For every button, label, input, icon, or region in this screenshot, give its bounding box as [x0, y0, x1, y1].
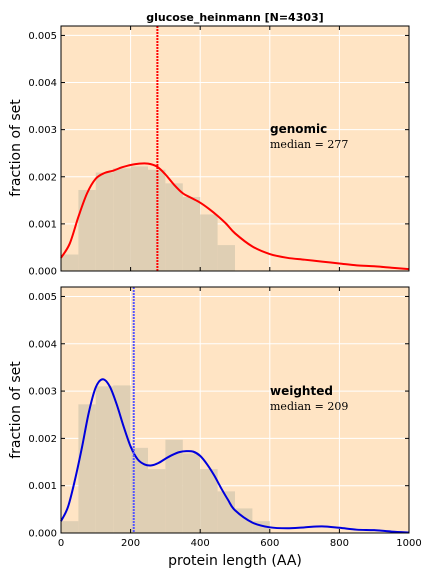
y-tick-label: 0.001 — [28, 481, 57, 492]
histogram-bar — [95, 172, 114, 271]
y-tick-label: 0.001 — [28, 219, 57, 230]
y-tick-label: 0.002 — [28, 434, 57, 445]
histogram-bar — [61, 521, 79, 533]
y-tick-label: 0.005 — [28, 292, 57, 303]
y-tick-label: 0.000 — [28, 267, 57, 278]
histogram-bar — [130, 166, 148, 271]
x-tick-label: 800 — [330, 538, 349, 549]
y-tick-label: 0.003 — [28, 125, 57, 136]
y-tick-label: 0.004 — [28, 339, 57, 350]
y-axis-ticks: 0.000 0.001 0.002 0.003 0.004 0.005 — [28, 31, 409, 278]
density-curve — [60, 162, 410, 271]
plot-frame — [60, 25, 410, 272]
histogram-bar — [95, 386, 114, 533]
x-tick-label: 200 — [121, 538, 140, 549]
histogram-bar — [148, 169, 166, 271]
x-tick-label: 1000 — [396, 538, 421, 549]
histogram-bar — [182, 453, 201, 533]
histogram — [61, 385, 270, 533]
histogram-bar — [148, 469, 166, 533]
y-axis-label: fraction of set — [8, 361, 24, 459]
histogram-bar — [252, 521, 270, 533]
y-tick-label: 0.000 — [28, 529, 57, 540]
histogram-bar — [182, 197, 201, 271]
annotation-label: weighted — [270, 384, 333, 398]
chart-title: glucose_heinmann [N=4303] — [146, 11, 323, 24]
histogram-bar — [130, 447, 148, 533]
x-tick-label: 0 — [58, 538, 64, 549]
y-tick-label: 0.003 — [28, 387, 57, 398]
y-axis-ticks: 0.000 0.001 0.002 0.003 0.004 0.005 — [28, 292, 409, 540]
x-tick-label: 400 — [191, 538, 210, 549]
y-tick-label: 0.004 — [28, 78, 57, 89]
histogram-bar — [61, 254, 79, 271]
histogram-bar — [78, 404, 96, 533]
y-axis-label: fraction of set — [8, 99, 24, 197]
histogram-bar — [165, 439, 183, 533]
histogram-bar — [165, 183, 183, 271]
panel-weighted: 0.000 0.001 0.002 0.003 0.004 0.005 fraction … — [8, 286, 410, 540]
x-axis-ticks: 0 200 400 600 800 1000 — [58, 26, 422, 549]
histogram — [61, 166, 235, 271]
x-tick-label: 600 — [260, 538, 279, 549]
density-curve — [60, 378, 410, 534]
plot-frame — [60, 286, 410, 534]
histogram-bar — [200, 469, 218, 533]
annotation-label: genomic — [270, 122, 327, 136]
y-tick-label: 0.005 — [28, 31, 57, 42]
annotation-median: median = 277 — [270, 138, 348, 151]
histogram-bar — [217, 245, 235, 271]
histogram-bar — [217, 491, 235, 533]
histogram-bar — [113, 385, 131, 533]
histogram-bar — [113, 168, 131, 271]
panel-genomic: 0.000 0.001 0.002 0.003 0.004 0.005 fraction … — [8, 25, 410, 278]
histogram-bar — [200, 214, 218, 271]
histogram-bar — [78, 189, 96, 271]
annotation-median: median = 209 — [270, 400, 348, 413]
x-axis-label: protein length (AA) — [168, 553, 302, 569]
y-tick-label: 0.002 — [28, 172, 57, 183]
